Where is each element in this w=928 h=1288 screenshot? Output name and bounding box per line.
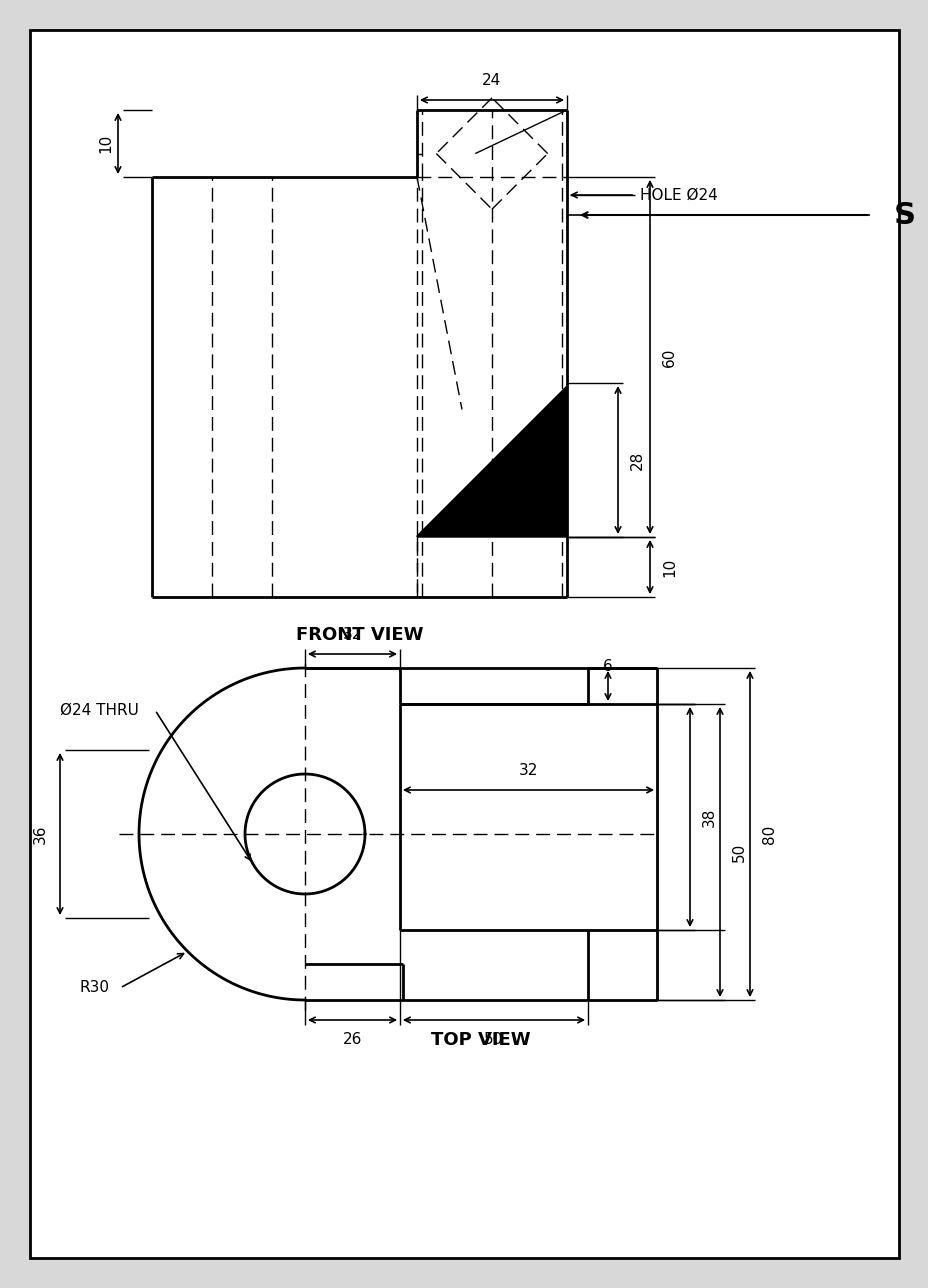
Text: 32: 32: [342, 627, 362, 641]
Text: 60: 60: [662, 348, 677, 367]
Text: 38: 38: [702, 808, 716, 827]
Text: 50: 50: [483, 1032, 503, 1047]
Text: Ø24 THRU: Ø24 THRU: [60, 702, 138, 717]
Text: S: S: [893, 201, 915, 229]
Text: 10: 10: [662, 558, 677, 577]
Text: TOP VIEW: TOP VIEW: [431, 1030, 530, 1048]
Text: 24: 24: [482, 73, 501, 88]
Text: 50: 50: [731, 842, 746, 862]
Text: 6: 6: [602, 659, 612, 674]
Text: 36: 36: [33, 824, 48, 844]
Text: 28: 28: [629, 451, 644, 470]
Text: 80: 80: [761, 824, 776, 844]
Polygon shape: [417, 386, 566, 537]
Text: FRONT VIEW: FRONT VIEW: [295, 626, 423, 644]
Text: 10: 10: [98, 134, 113, 153]
Text: 26: 26: [342, 1032, 362, 1047]
Text: R30: R30: [80, 980, 110, 996]
Text: 32: 32: [518, 762, 537, 778]
Text: HOLE Ø24: HOLE Ø24: [639, 188, 717, 202]
